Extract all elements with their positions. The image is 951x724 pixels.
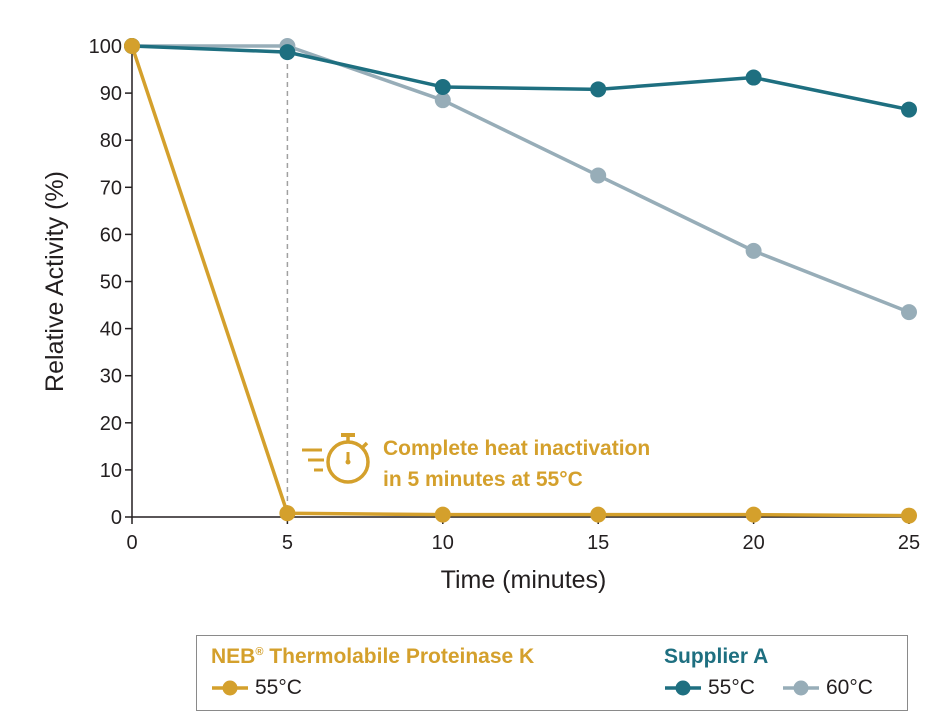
y-tick-label: 100 — [89, 36, 122, 58]
x-tick-label: 0 — [126, 532, 137, 554]
legend-supplier-title: Supplier A — [664, 645, 769, 668]
data-point-neb-55 — [434, 506, 451, 523]
y-tick-label: 10 — [100, 460, 122, 482]
legend-swatch-supplier-55 — [665, 680, 701, 696]
x-axis-title: Time (minutes) — [441, 566, 607, 594]
annotation: Complete heat inactivation in 5 minutes … — [286, 46, 650, 517]
y-tick-label: 40 — [100, 319, 122, 341]
legend-label-supplier-55: 55°C — [708, 676, 755, 699]
legend-entry-supplier-55: 55°C — [664, 676, 755, 700]
data-point-supplier-a-55 — [590, 81, 607, 98]
data-point-supplier-a-60 — [590, 167, 607, 184]
y-tick-label: 60 — [100, 224, 122, 246]
data-point-supplier-a-55 — [434, 78, 451, 95]
data-point-supplier-a-55 — [901, 101, 917, 118]
data-point-supplier-a-55 — [745, 69, 762, 86]
x-tick-label: 5 — [282, 532, 293, 554]
y-tick-label: 0 — [111, 507, 122, 529]
data-point-neb-55 — [279, 505, 296, 522]
x-tick-label: 25 — [898, 532, 920, 554]
series-line-supplier-a-55 — [131, 44, 910, 112]
data-point-supplier-a-55 — [279, 44, 296, 61]
series-line-neb-55 — [130, 45, 910, 518]
data-point-neb-55 — [745, 506, 762, 523]
y-tick-label: 70 — [100, 177, 122, 199]
data-point-supplier-a-60 — [745, 242, 762, 259]
y-tick-label: 90 — [100, 83, 122, 105]
data-point-neb-55 — [901, 507, 917, 524]
legend-label-supplier-60: 60°C — [826, 676, 873, 699]
y-tick-label: 80 — [100, 130, 122, 152]
data-point-supplier-a-60 — [901, 304, 917, 321]
legend-neb-title: NEB® Thermolabile Proteinase K — [211, 645, 535, 668]
line-chart: 0 10 20 30 40 50 60 70 80 90 100 0 5 10 15 20 25 Time (mi… — [41, 36, 920, 594]
legend-swatch-supplier-60 — [783, 680, 819, 696]
stopwatch-icon — [302, 433, 370, 484]
data-point-supplier-a-60 — [434, 92, 451, 109]
y-tick-label: 30 — [100, 366, 122, 388]
annotation-line-2: in 5 minutes at 55°C — [383, 468, 583, 491]
data-point-neb-55 — [124, 38, 140, 54]
x-tick-label: 15 — [587, 532, 609, 554]
legend-entry-neb-55: 55°C — [211, 676, 302, 700]
series-layer — [124, 38, 917, 524]
axes: 0 10 20 30 40 50 60 70 80 90 100 0 5 10 15 20 25 Time (mi… — [41, 36, 920, 594]
y-tick-label: 20 — [100, 413, 122, 435]
legend: NEB® Thermolabile Proteinase K Supplier … — [196, 635, 908, 711]
y-tick-label: 50 — [100, 272, 122, 294]
legend-entry-supplier-60: 60°C — [782, 676, 873, 700]
x-tick-label: 20 — [742, 532, 764, 554]
y-axis-title: Relative Activity (%) — [41, 171, 69, 392]
annotation-line-1: Complete heat inactivation — [383, 437, 650, 460]
legend-swatch-neb-55 — [212, 680, 248, 696]
data-point-neb-55 — [590, 506, 607, 523]
series-line-supplier-a-60 — [132, 44, 910, 314]
x-tick-label: 10 — [432, 532, 454, 554]
legend-label-neb-55: 55°C — [255, 676, 302, 699]
